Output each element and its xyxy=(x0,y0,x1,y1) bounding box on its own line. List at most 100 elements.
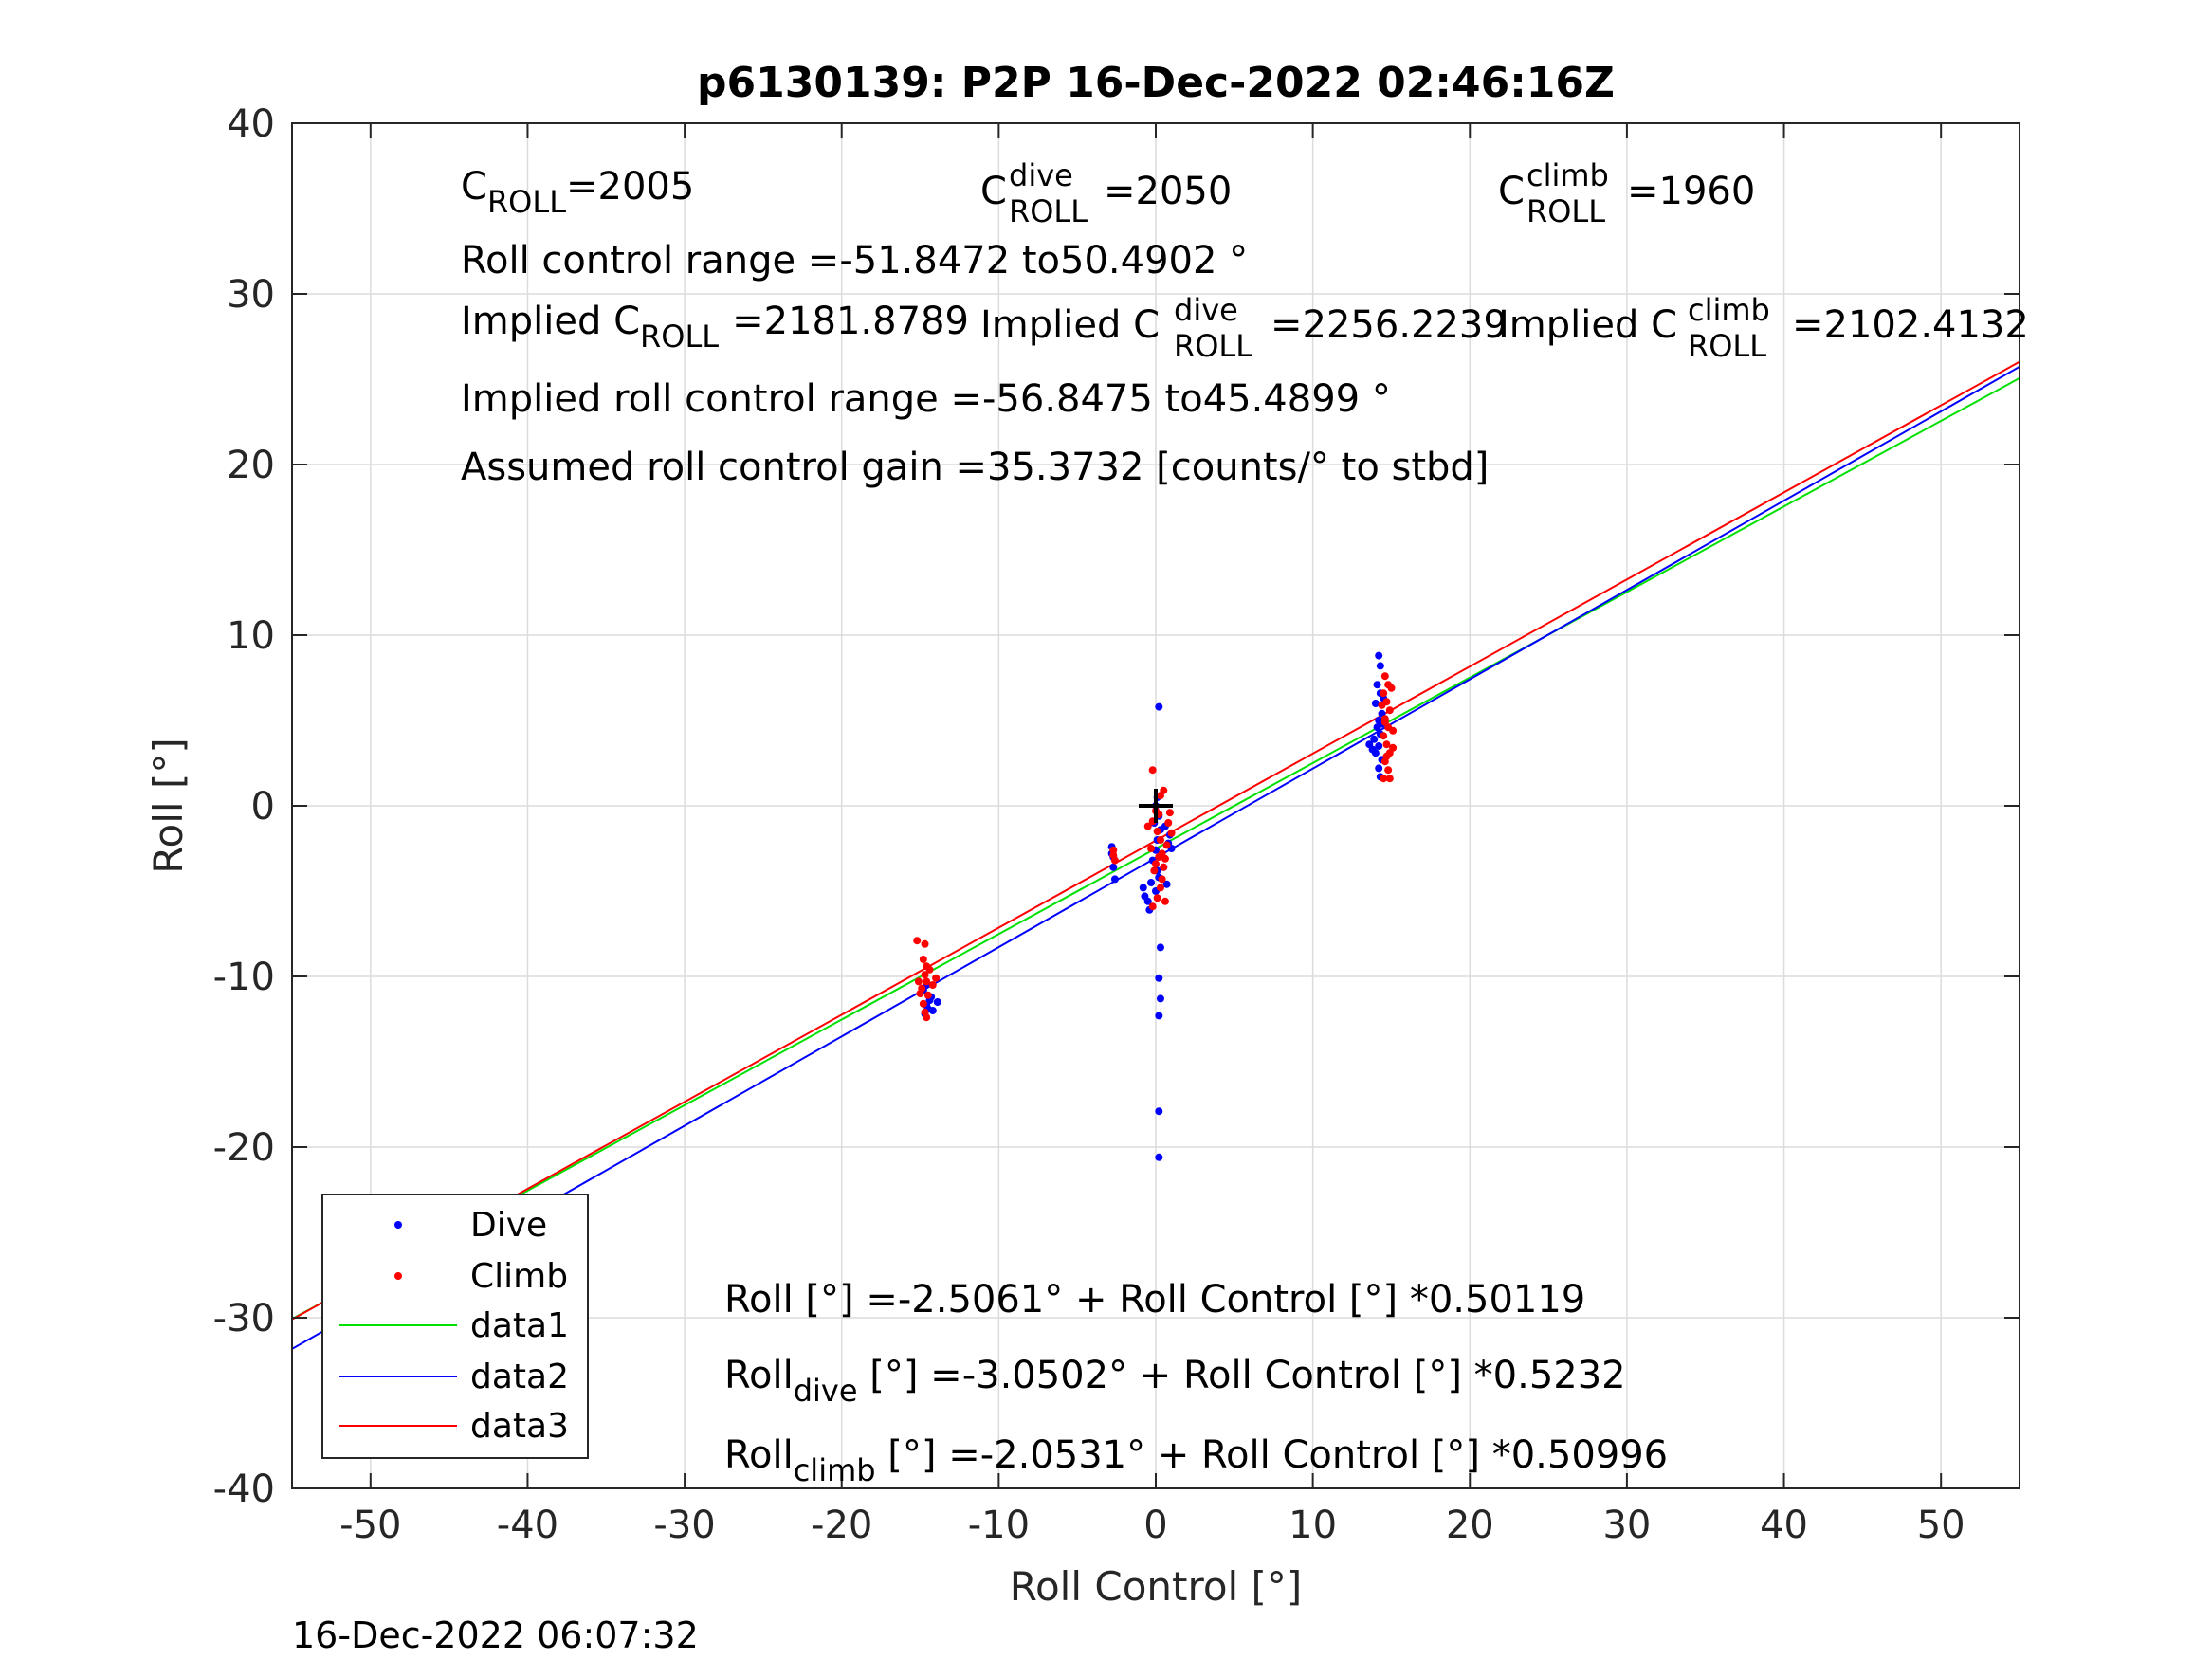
x-tick-label: -50 xyxy=(339,1504,401,1547)
climb-point xyxy=(1164,819,1173,827)
climb-point xyxy=(923,977,931,986)
climb-point xyxy=(914,977,923,986)
climb-point xyxy=(928,981,937,989)
legend-entry-data2: data2 xyxy=(339,1358,569,1396)
climb-point xyxy=(925,965,934,974)
legend-entry-dive: Dive xyxy=(394,1206,547,1245)
legend-entry-data1: data1 xyxy=(339,1306,569,1345)
climb-point xyxy=(1165,809,1174,817)
c-dive-annotation: C dive ROLL =2050 xyxy=(980,157,1232,229)
legend-entry-data3: data3 xyxy=(339,1407,569,1446)
dive-point xyxy=(1110,875,1119,884)
dive-point xyxy=(1109,863,1118,871)
x-tick-label: 40 xyxy=(1760,1504,1808,1547)
dive-point xyxy=(1375,764,1383,773)
climb-point xyxy=(932,974,941,982)
climb-point xyxy=(1158,875,1166,884)
svg-text:C: C xyxy=(980,170,1007,213)
svg-text:ROLL: ROLL xyxy=(1526,193,1605,229)
legend-data1-label: data1 xyxy=(470,1306,569,1345)
climb-point xyxy=(1148,902,1157,911)
climb-point xyxy=(1382,740,1391,749)
climb-point xyxy=(919,956,927,963)
climb-point xyxy=(1389,743,1398,752)
dive-point xyxy=(1162,880,1171,888)
dive-point xyxy=(1147,879,1156,886)
c-roll-annotation: CROLL=2005 xyxy=(461,165,694,220)
climb-point xyxy=(1160,863,1168,871)
fit-all-equation: Roll [°] =-2.5061° + Roll Control [°] *0… xyxy=(724,1278,1585,1322)
dive-point xyxy=(1155,702,1163,711)
implied-range: Implied roll control range =-56.8475 to4… xyxy=(461,377,1391,421)
y-tick-label: 40 xyxy=(227,102,275,146)
legend-climb-label: Climb xyxy=(470,1257,568,1296)
climb-point xyxy=(1385,706,1394,715)
dive-point xyxy=(1143,897,1152,905)
climb-point xyxy=(1148,766,1157,775)
legend-entry-climb: Climb xyxy=(394,1257,568,1296)
legend-dive-marker xyxy=(394,1221,402,1229)
climb-point xyxy=(1380,689,1388,698)
y-tick-labels: -40 -30 -20 -10 0 10 20 30 40 xyxy=(213,102,275,1511)
implied-c-dive: Implied C dive ROLL =2256.2239 xyxy=(980,292,1508,364)
climb-point xyxy=(1150,866,1159,875)
svg-text:=2102.4132: =2102.4132 xyxy=(1792,303,2029,347)
x-tick-label: 10 xyxy=(1289,1504,1337,1547)
climb-point xyxy=(1389,726,1398,735)
y-tick-label: 30 xyxy=(227,273,275,317)
climb-point xyxy=(919,999,927,1008)
legend-data2-label: data2 xyxy=(470,1358,569,1396)
climb-point xyxy=(1147,845,1156,852)
climb-point xyxy=(1161,897,1169,905)
y-tick-label: 10 xyxy=(227,614,275,658)
svg-text:C: C xyxy=(1498,170,1525,213)
svg-text:climb: climb xyxy=(1688,292,1770,328)
dive-point xyxy=(1155,1012,1163,1020)
dive-point xyxy=(1139,884,1147,892)
dive-point xyxy=(1155,1153,1163,1161)
axis-ticks xyxy=(292,122,2020,1489)
dive-point xyxy=(1373,681,1381,689)
dive-point xyxy=(1156,994,1164,1003)
svg-text:ROLL: ROLL xyxy=(1174,328,1252,364)
svg-text:Implied CROLL=2181.8789: Implied CROLL =2181.8789 xyxy=(461,300,969,355)
climb-point xyxy=(1153,894,1161,902)
svg-text:=2050: =2050 xyxy=(1104,170,1232,213)
climb-point xyxy=(1378,701,1386,709)
climb-point xyxy=(1152,860,1160,868)
y-tick-label: -40 xyxy=(213,1468,275,1511)
climb-point xyxy=(1380,718,1389,726)
climb-point xyxy=(1160,786,1168,794)
roll-control-range: Roll control range =-51.8472 to50.4902 ° xyxy=(461,239,1248,283)
y-tick-label: 0 xyxy=(251,785,275,829)
svg-text:climb: climb xyxy=(1526,157,1609,193)
c-climb-annotation: C climb ROLL =1960 xyxy=(1498,157,1755,229)
climb-point xyxy=(1384,766,1393,775)
fit-climb-equation: Rollclimb [°] =-2.0531° + Roll Control [… xyxy=(724,1433,1668,1488)
climb-point xyxy=(916,990,924,997)
climb-point xyxy=(1153,828,1161,835)
dive-point xyxy=(1375,742,1383,750)
x-tick-label: 20 xyxy=(1446,1504,1494,1547)
climb-point xyxy=(923,1013,931,1022)
climb-point xyxy=(921,939,929,948)
y-tick-label: -10 xyxy=(213,956,275,999)
climb-point xyxy=(1380,672,1389,681)
svg-text:Implied C: Implied C xyxy=(980,303,1160,347)
x-tick-label: -40 xyxy=(497,1504,558,1547)
svg-text:=1960: =1960 xyxy=(1627,170,1755,213)
chart-title: p6130139: P2P 16-Dec-2022 02:46:16Z xyxy=(697,59,1615,107)
x-tick-label: 50 xyxy=(1917,1504,1965,1547)
climb-point xyxy=(1156,836,1164,844)
x-tick-label: 30 xyxy=(1602,1504,1651,1547)
climb-point xyxy=(1385,775,1394,783)
climb-point xyxy=(1382,752,1391,760)
dive-point xyxy=(1156,943,1164,952)
svg-text:ROLL: ROLL xyxy=(1688,328,1766,364)
dive-point xyxy=(1365,740,1374,749)
implied-c-climb: Implied C climb ROLL =2102.4132 xyxy=(1498,292,2029,364)
climb-point xyxy=(1156,884,1164,892)
x-tick-label: -20 xyxy=(811,1504,872,1547)
dive-point xyxy=(1375,651,1383,660)
